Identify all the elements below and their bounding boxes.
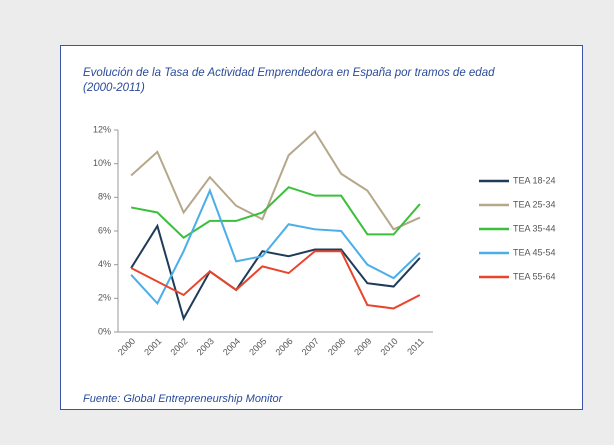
x-tick-label: 2010: [378, 336, 399, 357]
x-tick-label: 2002: [168, 336, 189, 357]
y-tick-label: 12%: [93, 124, 111, 134]
x-tick-label: 2005: [247, 336, 268, 357]
series-line: [130, 250, 421, 310]
series-line: [130, 130, 421, 231]
x-tick-label: 2004: [221, 336, 242, 357]
x-tick-label: 2003: [195, 336, 216, 357]
x-tick-label: 2000: [116, 336, 137, 357]
series-line: [130, 187, 421, 306]
y-tick-label: 10%: [93, 158, 111, 168]
y-tick-label: 0%: [98, 326, 111, 336]
x-tick-label: 2008: [326, 336, 347, 357]
legend-label: TEA 25-34: [513, 199, 556, 209]
legend-label: TEA 35-44: [513, 223, 556, 233]
legend-label: TEA 18-24: [513, 175, 556, 185]
x-tick-label: 2001: [142, 336, 163, 357]
chart-title: Evolución de la Tasa de Actividad Empren…: [83, 67, 495, 94]
series-line: [130, 186, 421, 240]
legend-label: TEA 45-54: [513, 247, 556, 257]
legend-label: TEA 55-64: [513, 271, 556, 281]
chart-card: 0% 2% 4% 6% 8% 10% 12% 2000 2001 2002 2003 2004 2005…: [60, 45, 583, 410]
x-tick-label: 2011: [405, 336, 426, 357]
x-tick-label: 2006: [273, 336, 294, 357]
source-note: Fuente: Global Entrepreneurship Monitor: [83, 393, 283, 405]
series-line: [130, 223, 421, 322]
y-tick-label: 8%: [98, 192, 111, 202]
x-tick-label: 2007: [300, 336, 321, 357]
y-tick-label: 4%: [98, 259, 111, 269]
y-tick-label: 2%: [98, 293, 111, 303]
y-tick-label: 6%: [98, 225, 111, 235]
chart: 0% 2% 4% 6% 8% 10% 12% 2000 2001 2002 2003 2004 2005…: [93, 124, 556, 357]
x-tick-label: 2009: [352, 336, 373, 357]
